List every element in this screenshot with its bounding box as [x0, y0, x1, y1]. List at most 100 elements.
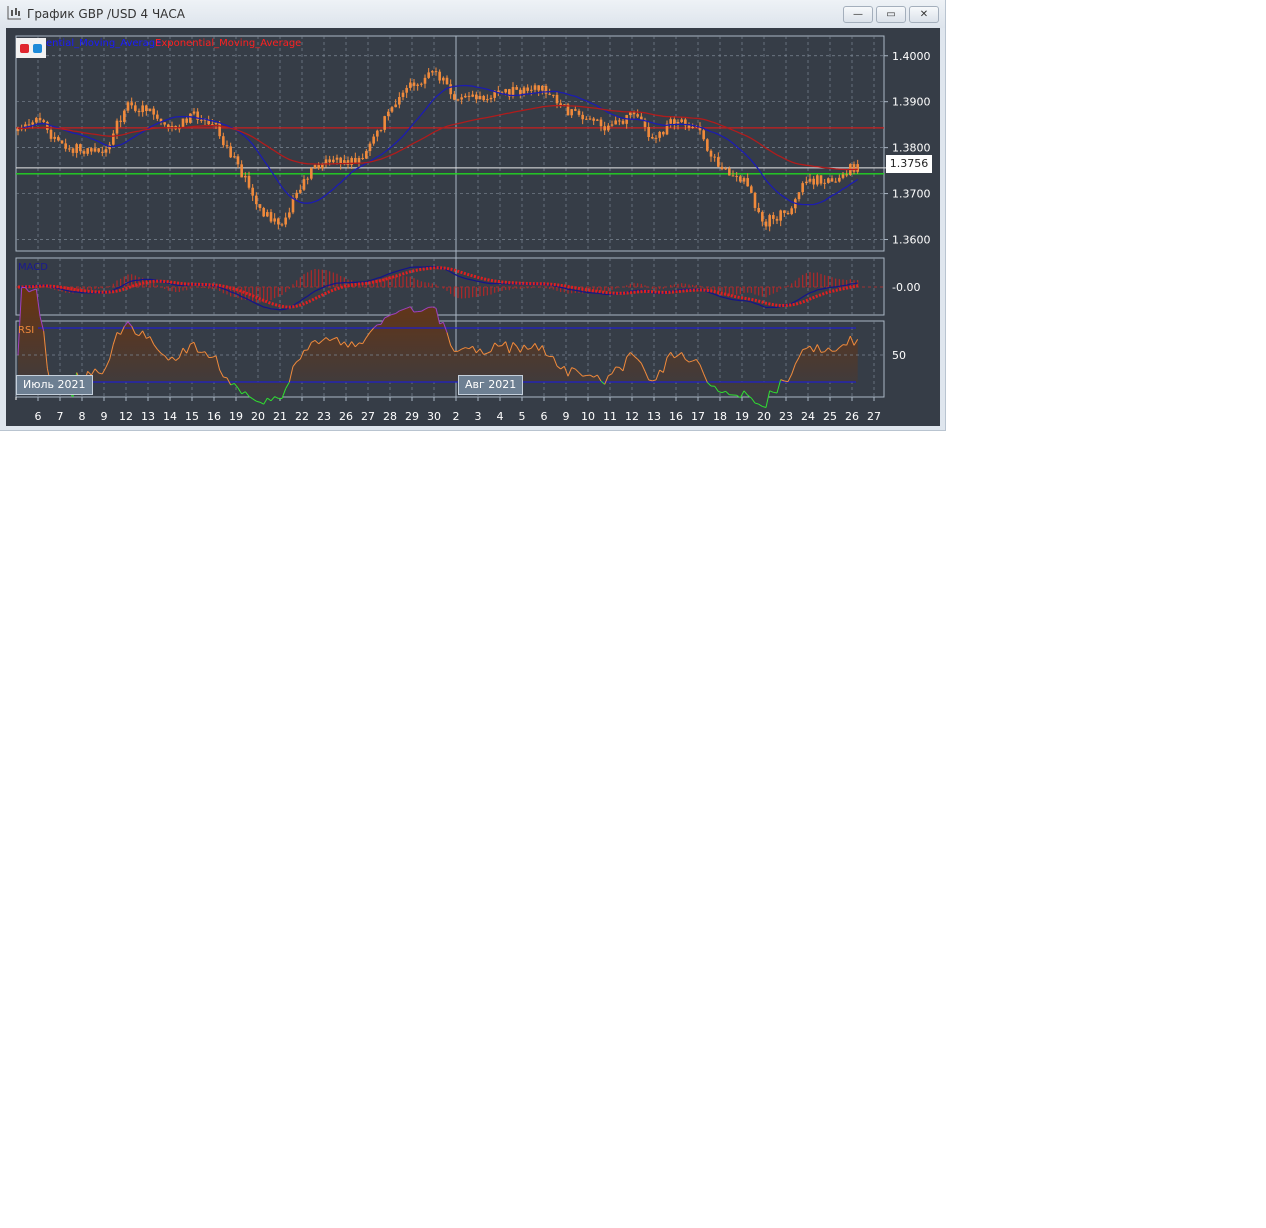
- candle-body: [258, 204, 262, 208]
- rsi-segment: [248, 395, 253, 400]
- rsi-segment: [233, 383, 239, 389]
- x-tick-label: 23: [779, 410, 793, 423]
- candle-body: [805, 181, 808, 184]
- rsi-segment: [182, 347, 188, 354]
- rsi-segment: [168, 356, 173, 361]
- rsi-segment: [545, 354, 550, 358]
- rsi-segment: [35, 288, 41, 317]
- rsi-segment: [373, 324, 378, 329]
- candle-body: [431, 71, 434, 73]
- candle-body: [654, 137, 658, 139]
- candle-body: [680, 119, 683, 123]
- rsi-segment: [270, 396, 276, 402]
- x-tick-label: 19: [735, 410, 749, 423]
- candle-body: [574, 109, 577, 111]
- candle-body: [49, 129, 53, 139]
- candle-body: [123, 110, 126, 122]
- rsi-segment: [336, 337, 342, 346]
- rsi-segment: [809, 345, 815, 353]
- rsi-segment: [824, 347, 829, 353]
- minimize-button[interactable]: —: [843, 6, 873, 23]
- title-bar[interactable]: График GBP /USD 4 ЧАСА — ▭ ✕: [0, 0, 945, 28]
- rsi-segment: [754, 402, 759, 405]
- legend-toggle[interactable]: [16, 38, 46, 58]
- candle-body: [104, 149, 108, 153]
- candle-body: [449, 84, 452, 95]
- candle-body: [823, 182, 826, 184]
- rsi-segment: [706, 382, 712, 387]
- rsi-segment: [560, 365, 565, 370]
- rsi-segment: [534, 343, 540, 351]
- rsi-segment: [384, 315, 389, 319]
- rsi-segment: [307, 342, 312, 351]
- candle-body: [596, 119, 599, 121]
- candle-body: [196, 111, 199, 120]
- candle-body: [838, 177, 841, 182]
- x-tick-label: 7: [57, 410, 64, 423]
- rsi-segment: [479, 348, 485, 355]
- rsi-segment: [538, 345, 543, 351]
- candle-body: [97, 148, 100, 152]
- rsi-segment: [223, 376, 228, 379]
- candle-body: [229, 146, 232, 158]
- candle-body: [222, 136, 225, 146]
- candle-body: [16, 128, 20, 132]
- rsi-segment: [662, 357, 668, 373]
- rsi-segment: [640, 363, 646, 372]
- candle-body: [467, 95, 471, 97]
- candle-body: [852, 164, 856, 172]
- rsi-segment: [739, 390, 745, 398]
- rsi-segment: [17, 287, 23, 356]
- candle-body: [709, 150, 713, 157]
- red-square-icon: [20, 44, 29, 53]
- x-tick-label: 6: [35, 410, 42, 423]
- rsi-segment: [685, 358, 690, 363]
- rsi-segment: [725, 390, 730, 396]
- rsi-segment: [508, 342, 514, 354]
- rsi-segment: [380, 317, 386, 325]
- candle-body: [830, 178, 834, 182]
- rsi-segment: [527, 347, 532, 350]
- rsi-segment: [94, 368, 100, 374]
- x-tick-label: 13: [141, 410, 155, 423]
- candle-body: [317, 165, 320, 169]
- x-tick-label: 27: [867, 410, 881, 423]
- rsi-segment: [340, 341, 345, 346]
- rsi-segment: [432, 306, 437, 309]
- rsi-segment: [288, 366, 294, 383]
- candle-body: [130, 102, 133, 106]
- chart-svg[interactable]: 6 7 8 9 12 13 14 15 16 19 20 21 22 23 26 27 28 29 30 2 3 4 5 6 9…: [0, 0, 945, 430]
- candle-body: [610, 124, 614, 126]
- candle-body: [673, 119, 676, 125]
- candle-body: [251, 187, 254, 196]
- candle-body: [519, 89, 522, 95]
- candle-body: [148, 108, 152, 112]
- rsi-segment: [358, 342, 363, 345]
- restore-button[interactable]: ▭: [876, 6, 906, 23]
- rsi-segment: [299, 350, 305, 360]
- rsi-segment: [523, 344, 529, 350]
- candle-body: [24, 124, 27, 129]
- candle-body: [684, 119, 687, 126]
- candle-body: [332, 159, 335, 163]
- candle-body: [394, 104, 397, 108]
- rsi-segment: [608, 373, 613, 377]
- x-tick-label: 27: [361, 410, 375, 423]
- rsi-segment: [329, 338, 334, 342]
- candle-body: [321, 164, 324, 169]
- candle-body: [211, 124, 214, 126]
- close-button[interactable]: ✕: [909, 6, 939, 23]
- rsi-segment: [435, 308, 441, 325]
- candle-body: [816, 175, 819, 185]
- rsi-segment: [292, 361, 298, 367]
- rsi-segment: [127, 321, 133, 327]
- candle-body: [409, 82, 412, 88]
- x-tick-label: 21: [273, 410, 287, 423]
- candle-body: [779, 210, 782, 221]
- rsi-segment: [519, 344, 525, 353]
- candle-body: [834, 181, 837, 183]
- rsi-segment: [582, 375, 587, 377]
- rsi-segment: [487, 351, 492, 354]
- candle-body: [71, 148, 75, 153]
- candle-body: [856, 164, 859, 172]
